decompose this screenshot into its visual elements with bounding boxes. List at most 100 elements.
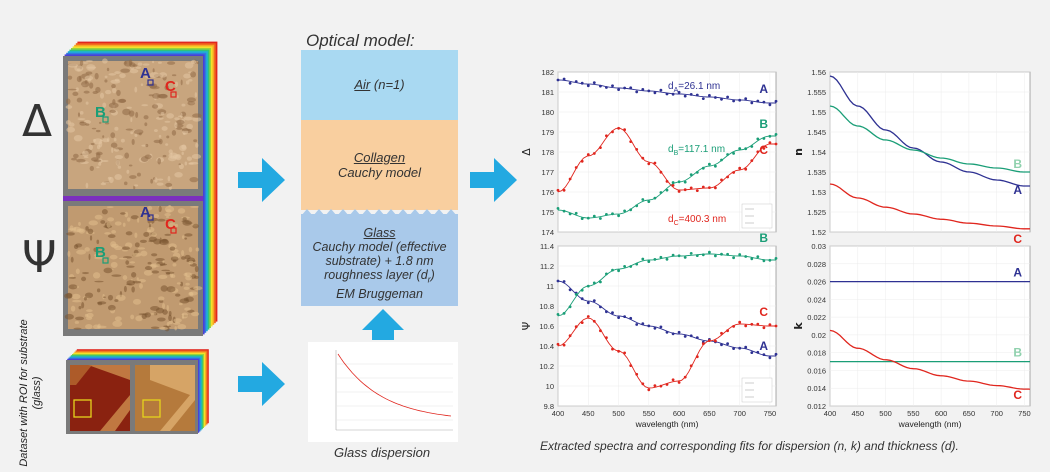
chart-delta-series-a-point	[641, 88, 645, 91]
chart-psi-label-b: B	[759, 231, 768, 245]
glass-line-1: Cauchy model (effective	[312, 240, 447, 254]
roi-b-label-psi: B	[95, 244, 106, 261]
chart-delta-series-b-point	[574, 211, 578, 215]
chart-delta-series-c-point	[659, 170, 663, 174]
chart-psi-series-b-point	[592, 281, 596, 285]
chart-delta-ytick: 176	[541, 188, 554, 197]
roi-c-marker-psi	[170, 227, 177, 234]
chart-psi-series-a-point	[750, 351, 754, 354]
chart-psi-series-a-point	[641, 322, 645, 326]
chart-delta-series-c-point	[762, 147, 766, 150]
chart-delta-series-c-point	[732, 171, 735, 174]
chart-psi-series-c-point	[586, 315, 590, 318]
roi-substrate-box-1	[73, 399, 92, 418]
glass-layer: Glass Cauchy model (effective substrate)…	[301, 214, 458, 306]
chart-psi-series-c-point	[750, 322, 754, 326]
chart-psi-series-b-point	[683, 256, 687, 259]
chart-delta-series-c-point	[611, 130, 614, 134]
chart-delta-series-b-point	[683, 180, 687, 184]
chart-psi-series-c-point	[599, 329, 602, 333]
roi-a-label-psi: A	[140, 204, 151, 221]
chart-psi-series-b-point	[641, 257, 645, 261]
chart-delta-series-a-point	[580, 81, 584, 85]
chart-psi-series-a-point	[683, 335, 687, 338]
chart-psi-series-b-point	[556, 313, 560, 316]
chart-psi-series-b-point	[623, 265, 626, 268]
image-stack-panel	[63, 41, 218, 434]
chart-psi-ytick: 10.4	[539, 342, 554, 351]
chart-delta-series-a-point	[720, 97, 723, 101]
chart-n-ytick: 1.56	[811, 68, 826, 77]
chart-delta-series-c-point	[562, 188, 566, 192]
collagen-layer: Collagen Cauchy model	[301, 120, 458, 210]
chart-n-ytick: 1.545	[807, 128, 826, 137]
chart-delta-series-a-point	[762, 100, 766, 104]
chart-delta-series-a-point	[756, 99, 760, 103]
chart-psi-series-a-point	[762, 353, 766, 356]
chart-k-label-b: B	[1013, 346, 1022, 360]
chart-psi-xtick: 700	[733, 409, 746, 418]
chart-n-series-a-line	[829, 75, 1030, 187]
roi-c-marker-delta	[170, 91, 177, 98]
chart-delta-series-a-point	[677, 90, 681, 94]
chart-psi-series-a-point	[659, 325, 663, 329]
chart-n-ylabel: n	[792, 148, 805, 156]
chart-delta-series-a-point	[623, 86, 626, 90]
chart-k-ytick: 0.03	[811, 242, 826, 251]
glass-title: Glass	[363, 226, 396, 240]
chart-delta-series-b-point	[586, 216, 590, 220]
chart-psi-series-b-point	[568, 305, 572, 309]
chart-delta-series-a-point	[617, 88, 620, 91]
air-layer: Air (n=1)	[301, 50, 458, 120]
chart-k-ytick: 0.02	[811, 331, 826, 340]
chart-psi-series-c-point	[611, 347, 614, 351]
arrow-right-1	[238, 158, 285, 202]
chart-psi-series-b-point	[768, 258, 772, 262]
chart-delta-series-b-point	[677, 180, 681, 184]
chart-delta-ytick: 180	[541, 108, 554, 117]
chart-psi-series-b-point	[665, 257, 669, 261]
chart-delta-series-b-point	[665, 188, 669, 192]
chart-psi-series-b-point	[611, 268, 614, 272]
chart-delta-series-b-point	[562, 209, 566, 213]
chart-delta-series-c-point	[556, 188, 560, 192]
chart-n-series-b-line	[829, 105, 1030, 173]
chart-psi-series-c-point	[768, 323, 772, 326]
chart-psi-series-c-point	[623, 351, 626, 355]
chart-delta-ytick: 177	[541, 168, 554, 177]
chart-psi-series-c-point	[714, 339, 717, 343]
chart-delta-series-a-point	[574, 80, 578, 83]
chart-psi-series-a-point	[671, 332, 675, 336]
chart-delta-series-a-point	[732, 99, 735, 103]
chart-delta-series-c-point	[695, 189, 699, 192]
chart-psi-series-a-point	[726, 342, 729, 346]
chart-delta-series-b-point	[653, 196, 657, 200]
chart-psi-series-c-point	[556, 342, 560, 346]
chart-psi-series-c-point	[720, 331, 723, 335]
chart-psi-series-b-point	[653, 258, 657, 261]
chart-n-series-c-line	[829, 183, 1030, 230]
chart-psi-series-a-point	[629, 316, 633, 320]
chart-delta-ytick: 175	[541, 208, 554, 217]
chart-k-ytick: 0.014	[807, 384, 826, 393]
chart-delta-series-b-point	[756, 137, 760, 141]
chart-delta-series-b-point	[605, 213, 608, 216]
delta-map-texture	[65, 58, 202, 190]
chart-delta-series-c-point	[714, 186, 717, 190]
chart-psi-series-c-point	[708, 339, 711, 342]
chart-psi-series-b-point	[617, 269, 620, 273]
chart-k-ytick: 0.022	[807, 313, 826, 322]
chart-delta-series-a-point	[635, 90, 639, 94]
chart-psi-label-a: A	[759, 339, 768, 353]
chart-psi-series-b-point	[629, 265, 633, 268]
chart-delta-series-c-point	[744, 167, 748, 171]
chart-delta-series-b-point	[768, 134, 772, 138]
chart-k-ytick: 0.012	[807, 402, 826, 411]
chart-delta-series-a-point	[611, 84, 614, 88]
chart-delta-series-a-point	[659, 88, 663, 92]
chart-psi-series-b-point	[726, 252, 729, 256]
chart-delta-series-a-point	[726, 95, 729, 99]
chart-k-xtick: 650	[963, 409, 976, 418]
